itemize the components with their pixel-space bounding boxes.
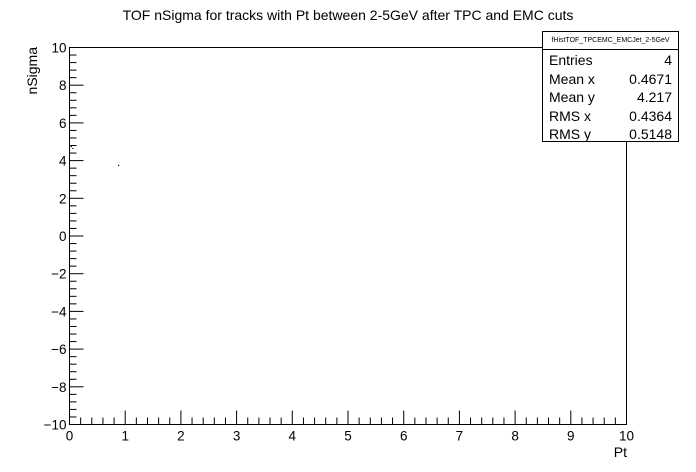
y-tick-label: 2 <box>59 191 67 206</box>
stat-value: 4 <box>664 52 672 68</box>
data-points <box>70 145 120 167</box>
stat-row-entries: Entries 4 <box>549 51 672 70</box>
axis-ticks <box>69 47 627 425</box>
stats-histogram-name: fHistTOF_TPCEMC_EMCJet_2-5GeV <box>543 32 678 50</box>
stat-row-mean-x: Mean x 0.4671 <box>549 70 672 89</box>
y-tick-label: 6 <box>59 116 67 131</box>
stat-row-rms-y: RMS y 0.5148 <box>549 125 672 144</box>
y-tick-label: −2 <box>51 267 66 282</box>
x-tick-label: 9 <box>567 429 575 444</box>
x-tick-label: 6 <box>400 429 408 444</box>
y-tick-label: 4 <box>59 154 67 169</box>
stat-value: 4.217 <box>636 89 672 105</box>
data-point <box>70 145 72 148</box>
stat-row-mean-y: Mean y 4.217 <box>549 88 672 107</box>
y-tick-label: 8 <box>59 78 67 93</box>
x-tick-label: 1 <box>121 429 129 444</box>
x-tick-label: 5 <box>344 429 352 444</box>
stat-value: 0.4671 <box>629 70 672 87</box>
data-point <box>72 147 74 150</box>
data-point <box>118 164 120 167</box>
x-tick-labels: 0 1 2 3 4 5 6 7 8 9 10 <box>66 429 634 444</box>
stats-box: fHistTOF_TPCEMC_EMCJet_2-5GeV Entries 4 … <box>542 31 679 142</box>
x-tick-label: 3 <box>233 429 241 444</box>
stat-row-rms-x: RMS x 0.4364 <box>549 107 672 126</box>
y-tick-label: 10 <box>51 41 66 56</box>
y-tick-labels: −10 −8 −6 −4 −2 0 2 4 6 8 10 <box>44 41 67 433</box>
y-tick-label: 0 <box>59 229 67 244</box>
chart-title: TOF nSigma for tracks with Pt between 2-… <box>123 7 574 23</box>
y-tick-label: −8 <box>51 380 66 395</box>
x-tick-label: 4 <box>289 429 297 444</box>
y-axis-label: nSigma <box>24 47 40 95</box>
stat-label: Mean x <box>549 70 595 87</box>
y-tick-label: −6 <box>51 342 66 357</box>
stat-label: RMS y <box>549 126 591 142</box>
x-axis-label: Pt <box>614 444 627 460</box>
stat-label: Mean y <box>549 89 595 105</box>
y-tick-label: −4 <box>51 304 67 319</box>
stat-value: 0.4364 <box>629 107 672 124</box>
stat-label: RMS x <box>549 107 591 124</box>
stat-value: 0.5148 <box>629 126 672 142</box>
x-tick-label: 8 <box>511 429 519 444</box>
stat-label: Entries <box>549 52 593 68</box>
x-tick-label: 0 <box>66 429 74 444</box>
x-tick-label: 2 <box>177 429 185 444</box>
x-tick-label: 7 <box>456 429 464 444</box>
x-tick-label: 10 <box>619 429 634 444</box>
y-tick-label: −10 <box>44 418 67 433</box>
